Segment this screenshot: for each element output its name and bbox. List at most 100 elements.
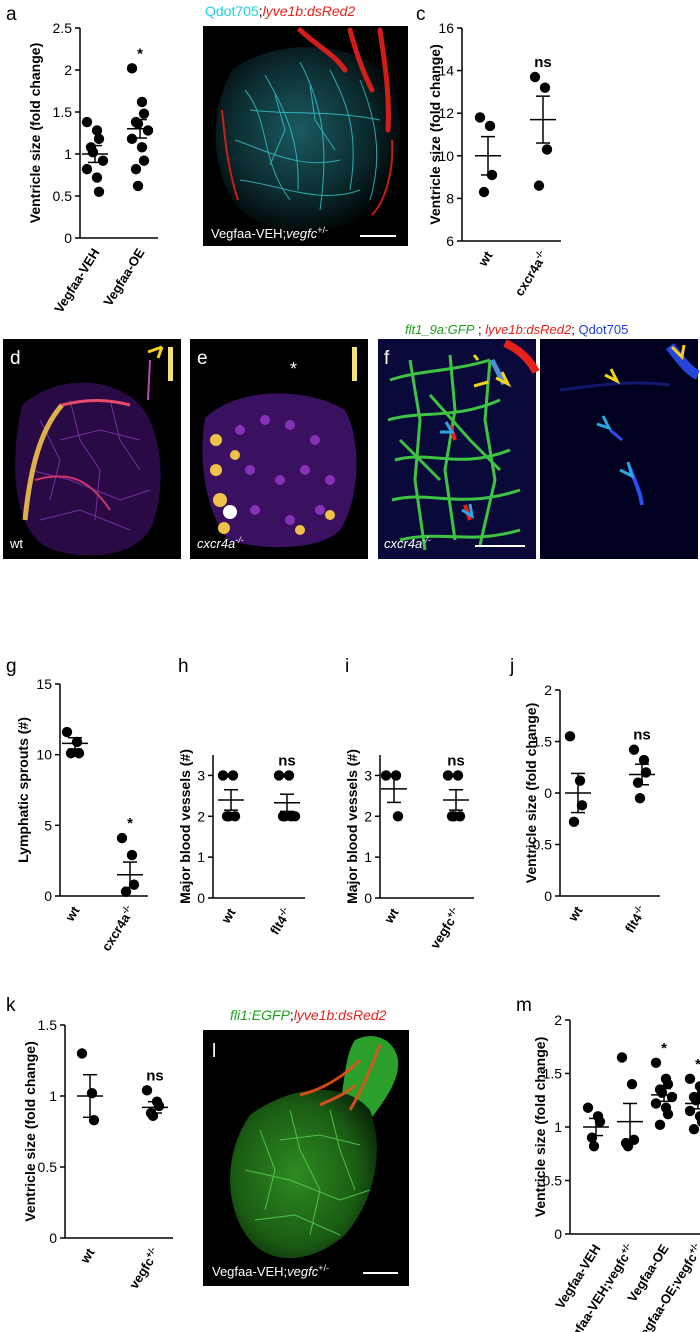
data-point-i <box>452 770 464 781</box>
yellow-arrow-icon <box>495 371 512 388</box>
data-point-a <box>142 125 154 136</box>
chart-panel-j: 0 0.5 0 1.5 2 Ventricle size (fold change) wt n… <box>523 682 660 935</box>
y-tick-label-a: 2 <box>64 62 72 78</box>
y-tick-label-k: 0.5 <box>38 1159 58 1175</box>
panel-letter-g: g <box>6 656 17 677</box>
y-tick-label-g: 0 <box>44 888 52 904</box>
panel-letter-f: f <box>384 348 390 369</box>
data-point-h <box>279 811 291 822</box>
data-point-m <box>626 1079 638 1090</box>
data-point-i <box>392 811 404 822</box>
y-tick-label-c: 6 <box>446 233 454 249</box>
data-point-a <box>81 116 93 128</box>
panel-f-title: flt1_9a:GFP ; lyve1b:dsRed2; Qdot705 <box>405 322 628 337</box>
data-point-k <box>86 1087 98 1099</box>
data-point-c <box>533 180 545 191</box>
data-point-j <box>564 731 576 742</box>
significance-label-a: * <box>137 45 143 62</box>
y-tick-label-j: 0 <box>544 888 552 904</box>
y-tick-label-a: 1 <box>64 146 72 162</box>
y-tick-label-c: 10 <box>438 148 454 164</box>
y-axis-label-h: Major blood vessels (#) <box>177 749 193 904</box>
y-tick-label-k: 1.5 <box>38 1017 58 1033</box>
significance-label-h: ns <box>278 752 296 769</box>
y-tick-label-j: 1.5 <box>533 734 553 750</box>
data-point-i <box>448 811 460 822</box>
y-axis-label-m: Ventricle size (fold change) <box>532 1037 548 1218</box>
y-tick-label-i: 2 <box>364 808 372 824</box>
panel-e-image: e * cxcr4a-/- <box>190 339 368 559</box>
data-point-g <box>73 748 85 759</box>
data-point-a <box>97 155 109 166</box>
yellow-arrow-icon <box>604 368 621 385</box>
data-point-c <box>474 112 486 123</box>
data-point-j <box>576 800 588 811</box>
panel-letter-d: d <box>10 348 21 369</box>
data-point-m <box>588 1141 600 1152</box>
x-category-label-j: wt <box>565 903 586 925</box>
data-point-a <box>138 108 150 119</box>
y-tick-label-m: 2 <box>554 1012 562 1028</box>
panel-f-caption: cxcr4a-/- <box>384 535 431 551</box>
y-tick-label-c: 8 <box>446 190 454 206</box>
data-point-m <box>654 1119 666 1131</box>
data-point-j <box>628 744 640 755</box>
data-point-a <box>93 133 105 145</box>
panel-l-title: fli1:EGFP;lyve1b:dsRed2 <box>230 1007 387 1023</box>
panel-l-image: l Vegfaa-VEH;vegfc+/- <box>203 1030 409 1286</box>
data-point-c <box>539 82 551 93</box>
y-tick-label-j: 0 <box>544 785 552 801</box>
data-point-k <box>153 1100 165 1112</box>
data-point-c <box>541 144 553 155</box>
y-tick-label-a: 1.5 <box>53 104 73 120</box>
data-point-m <box>650 1057 662 1069</box>
yellow-arrow-icon <box>472 354 489 388</box>
y-tick-label-g: 10 <box>36 747 52 763</box>
data-point-a <box>81 163 93 175</box>
y-tick-label-c: 12 <box>438 105 454 121</box>
data-point-h <box>273 770 285 781</box>
data-point-a <box>91 125 103 136</box>
data-point-j <box>638 754 650 766</box>
data-point-m <box>662 1079 674 1090</box>
panel-letter-k: k <box>6 995 16 1016</box>
y-tick-label-i: 3 <box>364 767 372 783</box>
panel-b-image: Vegfaa-VEH;vegfc+/- <box>203 26 408 246</box>
panel-d-caption: wt <box>9 536 23 551</box>
blue-arrow-icon <box>619 461 635 479</box>
panel-l-caption: Vegfaa-VEH;vegfc+/- <box>212 1263 329 1279</box>
data-point-k <box>76 1048 88 1059</box>
y-tick-label-c: 16 <box>438 20 454 36</box>
data-point-k <box>147 1110 159 1122</box>
x-category-label-g: wt <box>62 903 83 925</box>
y-tick-label-g: 15 <box>36 676 52 692</box>
significance-label-i: ns <box>447 752 465 769</box>
x-category-label-c: cxcr4a-/- <box>511 248 551 299</box>
y-tick-label-i: 0 <box>364 890 372 906</box>
panel-e-asterisk: * <box>290 359 297 379</box>
y-tick-label-j: 0.5 <box>533 837 553 853</box>
chart-panel-a: 0 0.5 1 1.5 2 2.5 Ventricle size (fold change)… <box>27 20 158 315</box>
panel-letter-c: c <box>416 4 426 25</box>
x-category-label-h: flt4-/- <box>266 905 294 937</box>
data-point-h <box>289 811 301 822</box>
data-point-g <box>116 832 128 844</box>
panel-letter-l: l <box>212 1041 216 1062</box>
blue-arrow-icon <box>596 415 612 431</box>
data-point-a <box>87 147 99 158</box>
data-point-a <box>136 142 148 153</box>
y-tick-label-j: 2 <box>544 682 552 698</box>
y-tick-label-a: 0 <box>64 230 72 246</box>
panel-b-title: Qdot705;lyve1b:dsRed2 <box>205 3 355 19</box>
data-point-h <box>217 770 229 781</box>
panel-d-image: d wt <box>3 339 181 559</box>
y-tick-label-h: 3 <box>197 767 205 783</box>
y-axis-label-c: Ventricle size (fold change) <box>427 44 443 225</box>
x-category-label-i: wt <box>381 905 402 927</box>
y-tick-label-i: 1 <box>364 849 372 865</box>
